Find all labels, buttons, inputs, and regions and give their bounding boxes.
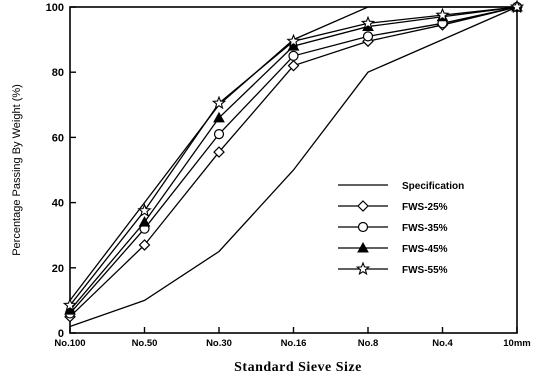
x-tick-label: No.4 [432,338,453,349]
fws-45-point [138,216,151,227]
x-tick-label: No.16 [281,338,307,349]
series-group [62,0,525,323]
fws-25-point [138,239,151,251]
x-tick-label: No.8 [358,338,379,349]
legend-marker-fws-25 [357,200,369,212]
fws-55-series [62,0,525,312]
fws-35-point [362,31,374,42]
legend-item-fws-45: FWS-45% [338,241,448,255]
legend-marker-fws-55 [355,261,371,276]
legend: Specification FWS-25% FWS-35% FWS-45% FWS-55… [338,181,464,276]
legend-marker-fws-45 [357,241,369,253]
x-axis-ticks: No.100 No.50 No.30 No.16 No.8 No.4 10mm [54,327,531,349]
legend-label-fws-55: FWS-55% [402,265,448,276]
legend-label-fws-45: FWS-45% [402,244,448,255]
fws-55-point [509,0,525,14]
x-tick-label: No.100 [54,338,85,349]
y-tick-label: 60 [52,132,64,144]
fws-55-point [435,7,450,22]
y-tick-label: 40 [52,198,64,210]
legend-item-fws-55: FWS-55% [338,261,448,276]
legend-item-specification: Specification [338,181,464,192]
y-tick-label: 0 [58,328,64,340]
fws-25-point [213,146,225,158]
specification-lower-line [69,6,518,328]
legend-label-fws-25: FWS-25% [402,202,448,213]
legend-marker-fws-35 [357,221,369,233]
legend-label-fws-35: FWS-35% [402,223,448,234]
fws-45-point [213,111,225,123]
fws-55-point [62,297,78,312]
legend-label-specification: Specification [402,181,464,192]
y-tick-label: 80 [52,67,64,79]
fws-55-point [137,203,152,217]
y-tick-label: 100 [46,2,64,14]
fws-35-point [288,50,299,62]
legend-item-fws-35: FWS-35% [338,221,448,234]
x-axis-label: Standard Sieve Size [234,360,362,375]
x-tick-label: No.30 [206,338,232,349]
fws-55-point [286,33,301,48]
x-tick-label: No.50 [132,338,158,349]
fws-55-point [211,95,227,110]
x-tick-label: 10mm [503,338,530,349]
fws-25-point [287,59,300,72]
fws-35-point [213,129,225,140]
legend-item-fws-25: FWS-25% [338,200,448,213]
fws-45-series [64,0,523,315]
fws-55-point [360,15,376,30]
y-axis-ticks: 0 20 40 60 80 100 [46,2,76,340]
y-axis-label: Percentage Passing By Weight (%) [11,84,23,256]
y-tick-label: 20 [52,263,64,275]
